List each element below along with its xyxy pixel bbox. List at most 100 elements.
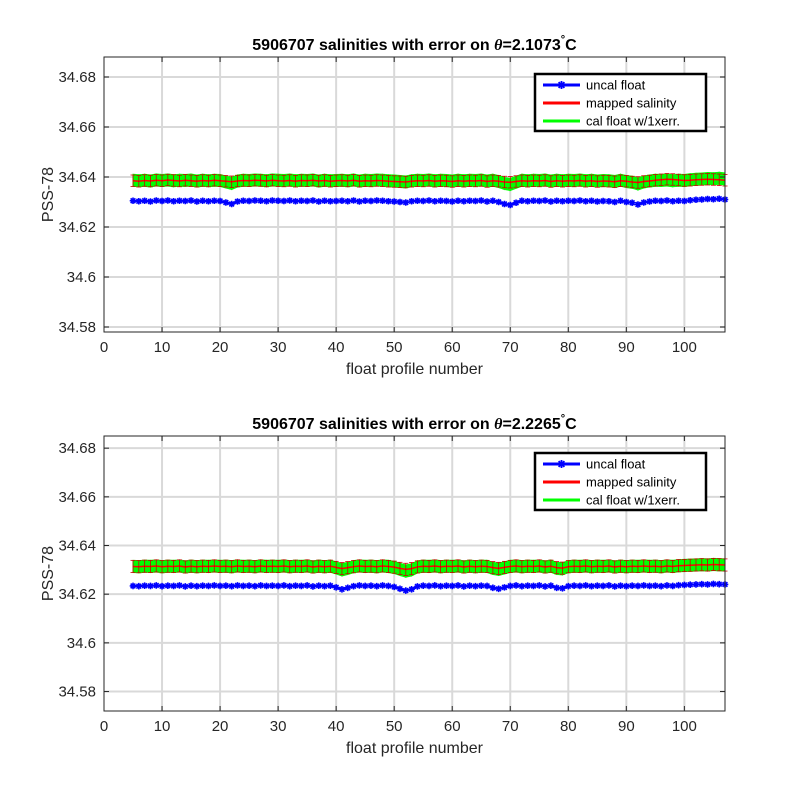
uncal-float-marker — [460, 583, 468, 590]
uncal-float-marker — [652, 197, 659, 205]
title-prefix: 5906707 salinities with error on — [252, 37, 494, 54]
uncal-float-marker — [611, 198, 619, 206]
uncal-float-marker — [715, 195, 723, 203]
uncal-float-marker — [414, 583, 421, 590]
uncal-float-marker — [187, 197, 195, 204]
uncal-float-marker — [617, 582, 624, 589]
uncal-float-series — [129, 195, 729, 209]
x-tick-label: 50 — [386, 339, 403, 356]
uncal-float-marker — [390, 583, 398, 591]
uncal-float-marker — [657, 197, 665, 205]
bottom-salinity-plot: 0 10 20 30 40 50 60 70 80 90 100 34.58 34.6 34.62 34.6… — [40, 413, 729, 757]
x-tick-label: 10 — [154, 718, 171, 735]
uncal-float-marker — [269, 582, 276, 589]
x-tick-label: 90 — [618, 339, 635, 356]
uncal-float-marker — [234, 582, 241, 589]
uncal-float-marker — [263, 197, 270, 205]
uncal-float-marker — [443, 197, 450, 205]
uncal-float-marker — [269, 197, 276, 204]
uncal-float-marker — [460, 197, 468, 205]
x-tick-label: 0 — [100, 718, 108, 735]
uncal-float-marker — [419, 582, 427, 589]
uncal-float-marker — [170, 197, 177, 205]
uncal-float-marker — [239, 582, 247, 590]
uncal-float-marker — [623, 198, 630, 206]
uncal-float-marker — [309, 197, 317, 204]
uncal-float-series — [129, 580, 729, 594]
uncal-float-marker — [535, 582, 543, 589]
uncal-float-marker — [541, 197, 549, 204]
uncal-float-marker — [350, 582, 357, 590]
uncal-float-marker — [559, 197, 566, 205]
legend-label: mapped salinity — [586, 96, 677, 111]
uncal-float-marker — [181, 583, 189, 590]
y-tick-label: 34.68 — [58, 440, 96, 457]
uncal-float-marker — [298, 582, 305, 590]
uncal-float-marker — [628, 582, 636, 589]
uncal-float-marker — [303, 582, 311, 589]
x-tick-label: 100 — [672, 339, 697, 356]
uncal-float-marker — [315, 198, 323, 205]
uncal-float-marker — [199, 582, 206, 589]
uncal-float-marker — [564, 582, 572, 590]
uncal-float-marker — [704, 195, 711, 203]
x-tick-label: 20 — [212, 718, 229, 735]
y-tick-label: 34.64 — [58, 538, 96, 555]
uncal-float-marker — [425, 197, 433, 204]
uncal-float-marker — [628, 199, 636, 207]
legend-item: mapped salinity — [543, 96, 677, 111]
uncal-float-marker — [344, 197, 352, 205]
uncal-float-marker — [454, 582, 462, 589]
x-tick-label: 50 — [386, 718, 403, 735]
y-axis-label: PSS-78 — [40, 546, 57, 601]
uncal-float-marker — [686, 196, 694, 204]
legend-item: mapped salinity — [543, 475, 677, 490]
uncal-float-marker — [344, 584, 352, 592]
uncal-float-marker — [495, 198, 502, 206]
uncal-float-marker — [141, 582, 148, 589]
uncal-float-marker — [205, 197, 212, 205]
uncal-float-marker — [228, 582, 235, 590]
title-degree: ° — [561, 413, 565, 425]
uncal-float-marker — [501, 200, 508, 208]
uncal-float-marker — [663, 582, 671, 589]
uncal-float-marker — [715, 580, 723, 588]
legend: uncal float mapped salinity cal float w/1x… — [533, 72, 708, 133]
uncal-float-marker — [251, 197, 259, 204]
y-tick-label: 34.66 — [58, 489, 96, 506]
uncal-float-marker — [489, 197, 497, 205]
uncal-float-marker — [135, 582, 143, 590]
title-degree: ° — [561, 34, 565, 46]
uncal-float-marker — [634, 201, 642, 208]
uncal-float-marker — [530, 197, 537, 205]
y-axis-label: PSS-78 — [40, 167, 57, 222]
chart-title: 5906707 salinities with error on θ=2.226… — [252, 413, 577, 433]
uncal-float-marker — [472, 582, 479, 590]
uncal-float-marker — [367, 582, 375, 589]
uncal-float-marker — [274, 197, 282, 205]
uncal-float-marker — [228, 200, 235, 208]
y-tick-label: 34.62 — [58, 586, 96, 603]
uncal-float-marker — [489, 584, 497, 592]
uncal-float-marker — [181, 197, 189, 205]
axes-box — [103, 435, 726, 712]
uncal-float-marker — [379, 582, 386, 589]
uncal-float-marker — [472, 197, 479, 205]
uncal-float-marker — [338, 586, 346, 593]
uncal-float-marker — [559, 585, 566, 592]
uncal-float-marker — [251, 582, 259, 590]
uncal-float-marker — [477, 582, 485, 589]
uncal-float-marker — [506, 582, 514, 590]
title-unit: C — [565, 416, 577, 433]
uncal-float-marker — [245, 197, 253, 205]
uncal-float-marker — [652, 582, 659, 589]
uncal-float-marker — [657, 582, 665, 590]
legend-item: uncal float — [543, 457, 646, 472]
ticks: 0 10 20 30 40 50 60 70 80 90 100 34.58 34.6 34.62 34.6… — [58, 57, 725, 356]
uncal-float-marker — [245, 582, 253, 589]
uncal-float-marker — [611, 583, 619, 590]
uncal-float-marker — [129, 197, 137, 205]
uncal-float-marker — [193, 582, 201, 590]
mapped-salinity-series — [130, 558, 728, 576]
uncal-float-marker — [605, 582, 613, 589]
